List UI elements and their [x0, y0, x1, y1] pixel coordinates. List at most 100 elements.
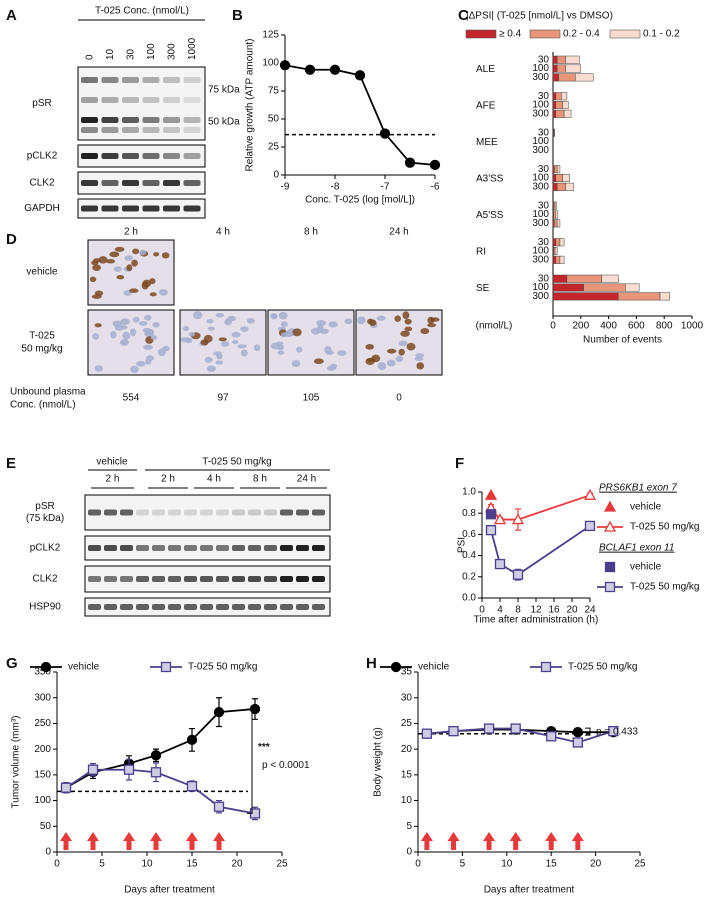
cell [145, 358, 152, 365]
bar-segment [552, 55, 558, 64]
cell [220, 341, 230, 347]
bar-segment [555, 92, 562, 101]
x-tick-label: 800 [656, 321, 673, 332]
series-line [490, 525, 591, 576]
legend-label: vehicle [630, 502, 662, 513]
band [120, 545, 133, 551]
x-axis-label: Conc. T-025 (log [mol/L]) [305, 195, 415, 206]
band [168, 545, 181, 551]
data-point [511, 513, 525, 525]
bar-segment [552, 283, 584, 292]
cell [394, 315, 401, 322]
bar-segment [552, 274, 568, 283]
legend-marker [603, 500, 617, 512]
band [142, 153, 160, 159]
band [163, 117, 180, 123]
band [184, 545, 197, 551]
band [152, 576, 165, 582]
band [163, 97, 180, 103]
band [280, 509, 293, 516]
band [168, 604, 181, 610]
data-point [572, 727, 583, 738]
y-tick-label: 75 [268, 86, 280, 97]
x-tick-label: 0 [479, 605, 485, 616]
cell [142, 327, 151, 333]
timepoint-label: 24 h [389, 227, 408, 238]
y-tick-label: 20 [401, 744, 413, 755]
blot [77, 198, 206, 219]
bracket [585, 727, 591, 736]
band [104, 545, 117, 551]
cell [182, 325, 190, 332]
group-label: vehicle [96, 457, 128, 468]
data-point [583, 488, 597, 500]
band [216, 545, 229, 551]
x-tick-label: 15 [546, 859, 558, 870]
bar-segment [601, 274, 619, 283]
band [232, 545, 245, 551]
band [312, 509, 325, 516]
y-tick-label: 25 [401, 718, 413, 729]
cell [144, 314, 152, 321]
cell [98, 256, 108, 264]
band [183, 180, 201, 186]
cell [153, 252, 160, 257]
cell [420, 328, 430, 335]
bar-segment [556, 165, 561, 174]
cell [240, 326, 249, 332]
category-label: 100 [532, 136, 549, 147]
y-tick-label: 125 [262, 30, 279, 41]
band [120, 509, 133, 516]
blot-row-label: (75 kDa) [26, 513, 64, 524]
legend-label: T-025 50 mg/kg [630, 582, 699, 593]
band [248, 509, 261, 516]
data-point [279, 60, 291, 71]
cell [126, 264, 133, 272]
band [104, 576, 117, 582]
band [163, 153, 180, 159]
category-label: 300 [532, 72, 549, 83]
band [81, 77, 98, 83]
band [280, 604, 293, 610]
band [101, 153, 119, 159]
cell [280, 321, 288, 328]
band [248, 576, 261, 582]
band [101, 180, 119, 186]
data-point [186, 781, 198, 792]
blot-row-label: pSR [32, 98, 51, 109]
time-label: 8 h [253, 474, 267, 485]
band [142, 97, 160, 103]
legend-swatch [529, 29, 561, 39]
band [163, 77, 180, 83]
bar-segment [562, 101, 569, 110]
bar-segment [565, 55, 580, 64]
blot-row-label: CLK2 [32, 574, 57, 585]
cell [402, 311, 410, 320]
legend-swatch [609, 29, 641, 39]
y-tick-label: 0 [273, 170, 279, 181]
cell [162, 345, 170, 352]
x-tick-label: 10 [501, 859, 513, 870]
timepoint-label: 8 h [304, 227, 318, 238]
cell [114, 246, 125, 252]
data-point [485, 525, 497, 536]
category-label: 100 [532, 100, 549, 111]
category-label: 300 [532, 145, 549, 156]
dosing-arrow [213, 832, 225, 850]
cell [135, 361, 146, 367]
bar-segment [565, 64, 582, 73]
cell [94, 365, 103, 372]
legend-marker [160, 661, 172, 673]
group-label: 50 mg/kg [21, 344, 62, 355]
bar-segment [556, 219, 561, 228]
cell [415, 353, 425, 358]
cell [130, 365, 139, 374]
band [163, 205, 180, 212]
band [122, 77, 139, 83]
cell [278, 311, 288, 320]
blot-row-label: pCLK2 [30, 543, 61, 554]
band [88, 604, 101, 610]
legend-title: BCLAF1 exon 11 [599, 543, 674, 554]
legend-marker [540, 661, 552, 673]
data-point [493, 513, 507, 525]
